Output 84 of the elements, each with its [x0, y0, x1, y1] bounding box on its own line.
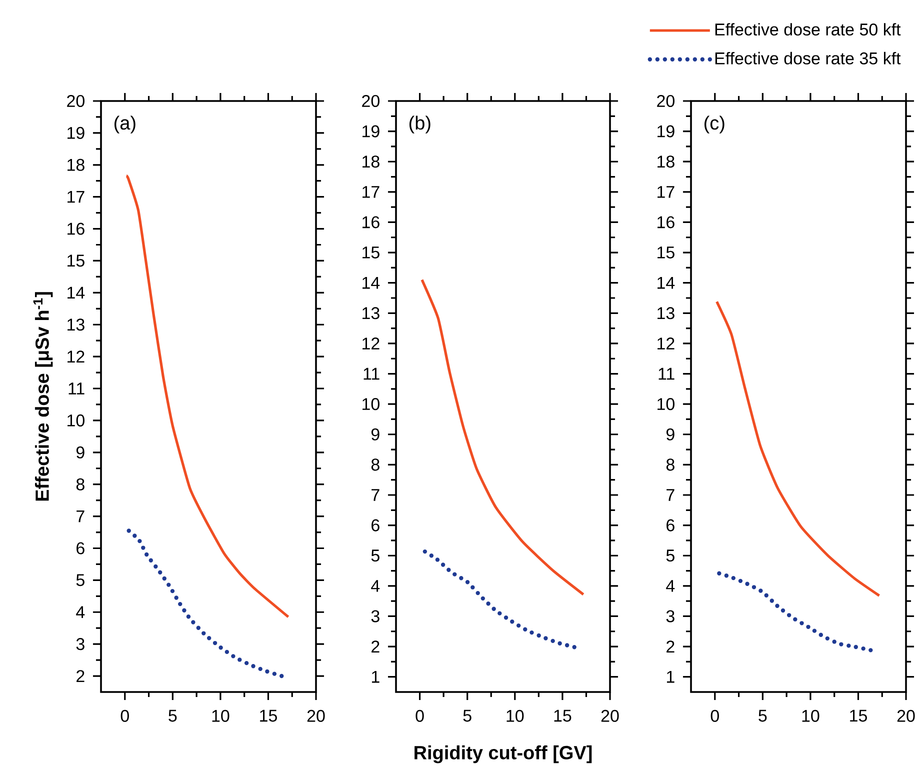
- annotation: (a): [114, 116, 136, 134]
- y-tick-label: 11: [68, 382, 84, 394]
- x-tick-label: 5: [463, 710, 472, 722]
- y-tick-label: 7: [372, 489, 380, 501]
- y-tick-label: 19: [362, 125, 380, 138]
- y-tick-label: 19: [68, 126, 84, 139]
- x-tick-label: 15: [554, 710, 572, 722]
- y-tick-label: 6: [372, 519, 380, 532]
- y-tick-label: 1: [372, 670, 380, 683]
- y-tick-label: 2: [666, 640, 674, 652]
- y-tick-label: 6: [76, 542, 84, 554]
- y-tick-label: 16: [362, 216, 380, 228]
- y-tick-label: 12: [68, 350, 84, 362]
- y-tick-label: 13: [68, 318, 84, 331]
- y-tick-label: 10: [362, 398, 380, 410]
- y-tick-label: 4: [666, 580, 675, 592]
- x-tick-label: 10: [802, 710, 820, 722]
- line-series: [716, 300, 881, 597]
- y-tick-label: 10: [68, 414, 84, 426]
- y-tick-label: 16: [68, 222, 84, 235]
- y-tick-label: 7: [666, 489, 674, 501]
- y-tick-label: 4: [76, 606, 85, 618]
- y-tick-label: 6: [666, 519, 674, 532]
- y-tick-label: 8: [666, 458, 674, 471]
- y-tick-label: 8: [371, 458, 380, 471]
- y-tick-label: 3: [371, 610, 380, 622]
- y-tick-label: 14: [68, 286, 85, 299]
- y-tick-label: 1: [666, 670, 674, 683]
- y-tick-label: 11: [658, 368, 674, 380]
- x-tick-label: 5: [758, 710, 767, 722]
- y-tick-label: 3: [76, 638, 84, 650]
- y-tick-label: 8: [76, 478, 84, 490]
- annotation: (c): [704, 116, 724, 134]
- x-tick-label: 0: [710, 710, 719, 722]
- x-tick-label: 15: [260, 710, 277, 722]
- y-tick-label: 9: [666, 428, 674, 440]
- y-axis-title: Effective dose [μSv h$^{-1}$]: [33, 292, 53, 501]
- y-tick-label: 19: [658, 125, 674, 138]
- line-series: [125, 174, 290, 618]
- x-tick-label: 20: [307, 710, 325, 722]
- y-tick-label: 5: [76, 574, 84, 586]
- line-series: [420, 278, 585, 596]
- y-tick-label: 12: [362, 338, 380, 350]
- y-tick-label: 2: [76, 670, 84, 682]
- y-tick-label: 14: [362, 276, 380, 289]
- y-tick-label: 15: [362, 246, 380, 258]
- y-tick-label: 9: [371, 428, 380, 440]
- y-tick-label: 17: [658, 186, 674, 198]
- legend-label: Effective dose rate 35 kft: [715, 52, 901, 64]
- y-tick-label: 10: [658, 398, 674, 410]
- x-tick-label: 5: [168, 710, 177, 722]
- y-tick-label: 17: [68, 190, 84, 203]
- y-tick-label: 14: [658, 276, 675, 289]
- y-tick-label: 4: [371, 580, 380, 592]
- x-tick-label: 10: [506, 710, 524, 722]
- y-tick-label: 15: [68, 254, 84, 267]
- legend-label: Effective dose rate 50 kft: [715, 23, 901, 36]
- x-axis-title: Rigidity cut-off [GV]: [414, 745, 592, 764]
- x-tick-label: 0: [120, 710, 129, 722]
- x-tick-label: 20: [601, 710, 619, 722]
- y-tick-label: 13: [658, 307, 674, 320]
- y-tick-label: 18: [362, 156, 380, 168]
- x-tick-label: 10: [212, 710, 230, 722]
- x-tick-label: 0: [416, 710, 424, 722]
- y-tick-label: 7: [76, 510, 84, 522]
- x-tick-label: 15: [850, 710, 867, 722]
- annotation: (b): [409, 116, 430, 134]
- y-tick-label: 18: [68, 158, 84, 171]
- y-tick-label: 20: [362, 94, 380, 108]
- y-tick-label: 9: [76, 446, 84, 458]
- y-tick-label: 18: [658, 156, 674, 168]
- y-tick-label: 5: [666, 550, 674, 562]
- y-tick-label: 16: [658, 216, 674, 228]
- y-tick-label: 15: [658, 246, 674, 258]
- y-tick-label: 3: [666, 610, 674, 622]
- y-tick-label: 12: [658, 338, 674, 350]
- y-tick-label: 2: [372, 640, 380, 652]
- y-tick-label: 5: [371, 550, 380, 562]
- y-tick-label: 20: [657, 94, 674, 108]
- y-tick-label: 13: [362, 307, 380, 320]
- y-tick-label: 20: [67, 94, 84, 108]
- y-tick-label: 11: [364, 368, 380, 380]
- y-tick-label: 17: [362, 186, 380, 198]
- x-tick-label: 20: [897, 710, 915, 722]
